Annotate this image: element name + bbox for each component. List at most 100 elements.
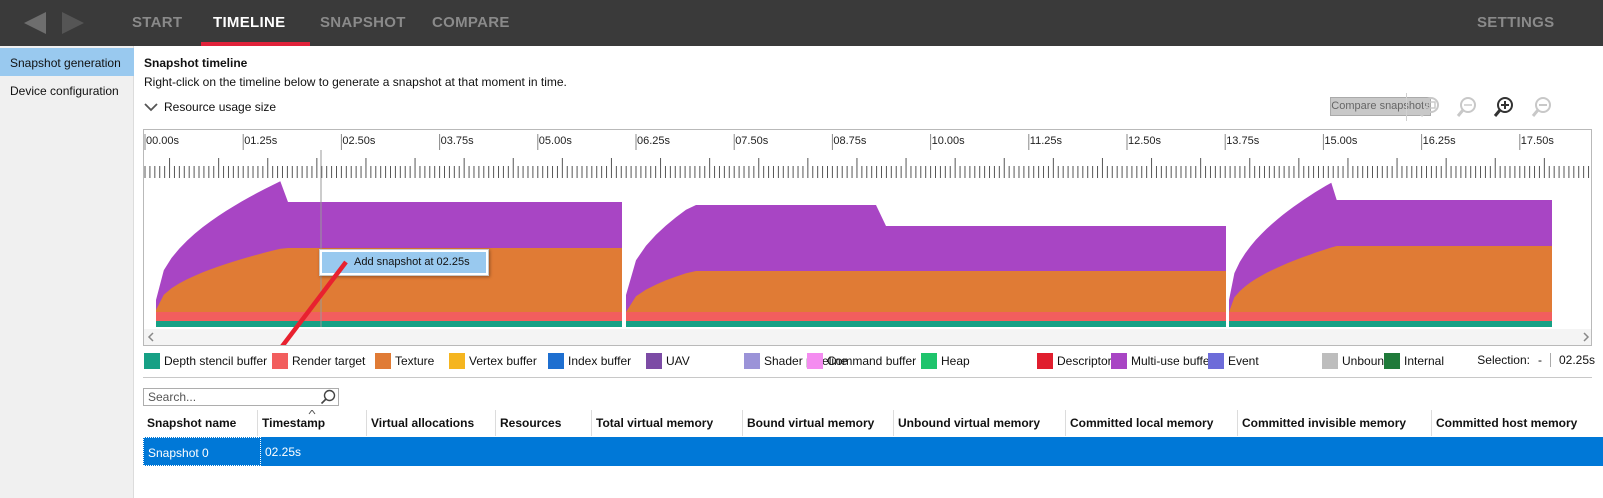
selection-separator	[1549, 353, 1551, 367]
render-target-area	[156, 312, 622, 321]
timeline-tick-label: 03.75s	[441, 135, 475, 147]
legend-swatch	[1111, 353, 1127, 369]
sidebar-item-device-configuration[interactable]: Device configuration	[10, 84, 119, 98]
tab-snapshot[interactable]: SNAPSHOT	[320, 14, 406, 31]
legend-label: Shader pipeline	[764, 354, 848, 368]
chevron-down-icon	[144, 103, 158, 112]
sidebar-item-snapshot-generation[interactable]: Snapshot generation	[0, 48, 134, 76]
column-header-committed-invisible-memory[interactable]: Committed invisible memory	[1238, 410, 1432, 436]
zoom-reset-icon[interactable]	[1456, 96, 1478, 118]
column-header-unbound-virtual-memory[interactable]: Unbound virtual memory	[894, 410, 1066, 436]
depth-stencil-area	[1229, 321, 1552, 327]
zoom-in-icon[interactable]	[1493, 96, 1515, 118]
back-arrow-icon[interactable]	[20, 10, 50, 36]
cell-timestamp: 02.25s	[265, 445, 302, 459]
legend-label: Command buffer	[827, 354, 917, 368]
timeline-area[interactable]: 00.00s 01.25s 02.50s 03.75s 05.00s 06.25s 07.5…	[143, 129, 1592, 346]
tab-settings[interactable]: SETTINGS	[1477, 14, 1555, 31]
render-target-area	[1229, 312, 1552, 321]
column-header-timestamp[interactable]: Timestamp	[258, 410, 367, 436]
legend-label: Internal	[1404, 354, 1445, 368]
texture-area	[1229, 246, 1552, 327]
selection-label: Selection:	[1477, 353, 1530, 367]
column-header-timestamp-label: Timestamp	[262, 416, 326, 430]
legend-item: Internal	[1384, 353, 1444, 369]
legend-label: UAV	[666, 354, 690, 368]
top-navigation-bar: START TIMELINE SNAPSHOT COMPARE SETTINGS	[0, 0, 1603, 46]
legend-label: Texture	[395, 354, 435, 368]
column-header-virtual-allocations[interactable]: Virtual allocations	[367, 410, 496, 436]
timeline-tick-label: 01.25s	[244, 135, 278, 147]
column-header-committed-local-memory[interactable]: Committed local memory	[1066, 410, 1238, 436]
legend-label: Unbound	[1342, 354, 1391, 368]
tab-compare[interactable]: COMPARE	[432, 14, 510, 31]
compare-snapshots-button[interactable]: Compare snapshots	[1330, 97, 1431, 116]
legend-item: Multi-use buffer	[1111, 353, 1213, 369]
column-header-snapshot-name[interactable]: Snapshot name	[143, 410, 258, 436]
legend-label: Descriptors	[1057, 354, 1118, 368]
timeline-tick-label: 11.25s	[1030, 135, 1063, 147]
resource-usage-toggle[interactable]: Resource usage size	[144, 100, 276, 114]
scroll-right-icon	[1583, 332, 1590, 342]
legend-label: Multi-use buffer	[1131, 354, 1214, 368]
legend-swatch	[1384, 353, 1400, 369]
legend-item: Unbound	[1322, 353, 1391, 369]
timeline-chart[interactable]: 00.00s 01.25s 02.50s 03.75s 05.00s 06.25s 07.5…	[144, 130, 1592, 346]
render-target-area	[626, 312, 1226, 321]
legend-label: Render target	[292, 354, 366, 368]
legend-swatch	[375, 353, 391, 369]
timeline-tick-label: 12.50s	[1128, 135, 1162, 147]
table-row[interactable]: Snapshot 0 02.25s	[143, 437, 1603, 466]
column-header-committed-host-memory[interactable]: Committed host memory	[1436, 416, 1578, 430]
toolbar-divider	[1406, 93, 1407, 121]
legend-item: Index buffer	[548, 353, 631, 369]
tab-start[interactable]: START	[132, 14, 183, 31]
legend-swatch	[1037, 353, 1053, 369]
timeline-tick-label: 17.50s	[1521, 135, 1555, 147]
page-subtitle: Right-click on the timeline below to gen…	[144, 75, 567, 89]
legend-swatch	[646, 353, 662, 369]
cell-snapshot-name[interactable]: Snapshot 0	[143, 437, 261, 466]
legend: Depth stencil buffer Render target Texture…	[144, 350, 1599, 372]
zoom-fit-icon[interactable]	[1419, 96, 1441, 118]
legend-item: Heap	[921, 353, 970, 369]
sort-ascending-icon	[308, 410, 316, 415]
timeline-tick-label: 13.75s	[1226, 135, 1260, 147]
timeline-tick-label: 00.00s	[146, 135, 180, 147]
add-snapshot-menu-item[interactable]: Add snapshot at 02.25s	[322, 252, 486, 273]
timeline-tick-label: 07.50s	[735, 135, 769, 147]
legend-label: Event	[1228, 354, 1259, 368]
legend-swatch	[807, 353, 823, 369]
legend-swatch	[449, 353, 465, 369]
legend-swatch	[1322, 353, 1338, 369]
search-placeholder: Search...	[148, 390, 197, 404]
column-header-total-virtual-memory[interactable]: Total virtual memory	[592, 410, 743, 436]
legend-swatch	[548, 353, 564, 369]
legend-swatch	[1208, 353, 1224, 369]
legend-item: Depth stencil buffer	[144, 353, 267, 369]
column-header-bound-virtual-memory[interactable]: Bound virtual memory	[743, 410, 894, 436]
forward-arrow-icon[interactable]	[58, 10, 88, 36]
zoom-out-icon[interactable]	[1531, 96, 1553, 118]
main-panel: Snapshot timeline Right-click on the tim…	[134, 46, 1603, 498]
timeline-tick-label: 10.00s	[932, 135, 966, 147]
legend-swatch	[144, 353, 160, 369]
column-header-resources[interactable]: Resources	[496, 410, 592, 436]
selection-to: 02.25s	[1558, 353, 1595, 367]
page-title: Snapshot timeline	[144, 56, 248, 70]
legend-swatch	[272, 353, 288, 369]
tab-timeline[interactable]: TIMELINE	[213, 14, 286, 31]
legend-item: Render target	[272, 353, 365, 369]
active-tab-indicator	[201, 42, 310, 46]
legend-item: UAV	[646, 353, 690, 369]
timeline-tick-label: 15.00s	[1324, 135, 1358, 147]
search-icon	[320, 389, 336, 405]
legend-item: Event	[1208, 353, 1259, 369]
legend-swatch	[921, 353, 937, 369]
legend-item: Vertex buffer	[449, 353, 537, 369]
search-input[interactable]: Search...	[143, 388, 339, 406]
section-divider	[143, 377, 1592, 378]
legend-label: Index buffer	[568, 354, 632, 368]
legend-label: Heap	[941, 354, 970, 368]
legend-label: Vertex buffer	[469, 354, 537, 368]
